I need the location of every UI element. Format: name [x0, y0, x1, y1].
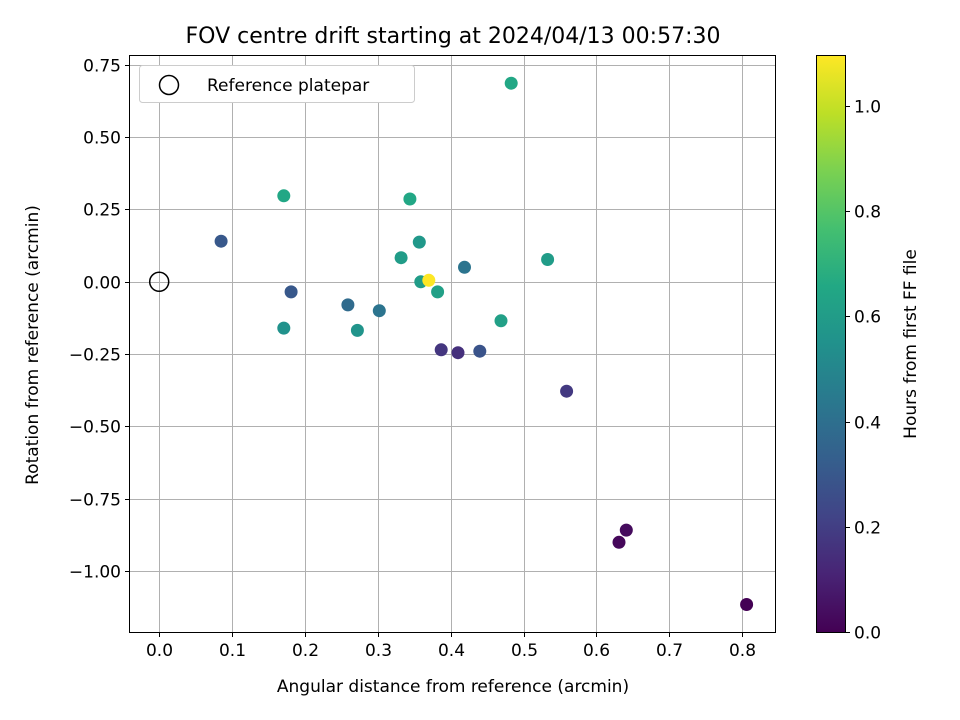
y-axis-label: Rotation from reference (arcmin)	[23, 205, 43, 485]
colorbar-tick-label: 0.0	[854, 624, 881, 644]
data-points	[148, 76, 754, 611]
chart-title: FOV centre drift starting at 2024/04/13 …	[186, 24, 721, 49]
data-point	[451, 346, 465, 360]
colorbar-tick-label: 0.4	[854, 414, 881, 434]
colorbar-label: Hours from first FF file	[901, 249, 921, 439]
colorbar-tick-label: 0.2	[854, 519, 881, 539]
x-tick-label: 0.6	[583, 641, 610, 661]
x-tick-label: 0.8	[729, 641, 756, 661]
y-tick-label: 0.25	[83, 201, 121, 221]
data-point	[403, 192, 417, 206]
data-point	[541, 253, 555, 266]
x-tick-label: 0.7	[656, 641, 683, 661]
data-point	[619, 523, 633, 537]
data-point	[394, 251, 408, 265]
plot-frame	[129, 55, 776, 633]
data-point	[412, 235, 426, 249]
data-point	[473, 344, 487, 358]
data-point	[612, 535, 626, 549]
data-point	[372, 304, 386, 318]
colorbar-ticks: 0.0 0.2 0.4 0.6 0.8 1.0	[845, 98, 881, 644]
colorbar-tick-label: 1.0	[854, 98, 881, 118]
data-point	[214, 234, 228, 248]
data-point	[560, 384, 574, 398]
y-tick-label: 0.75	[83, 57, 121, 77]
y-tick-label: −1.00	[69, 563, 121, 583]
x-tick-label: 0.3	[365, 641, 392, 661]
data-point	[341, 298, 355, 312]
data-point	[422, 273, 436, 287]
data-point	[434, 343, 448, 357]
x-tick-label: 0.2	[292, 641, 319, 661]
x-tick-label: 0.1	[219, 641, 246, 661]
y-tick-label: −0.25	[69, 346, 121, 366]
data-point	[504, 76, 518, 90]
data-point	[431, 285, 445, 299]
x-tick-label: 0.4	[438, 641, 465, 661]
x-tick-label: 0.0	[146, 641, 173, 661]
colorbar: 0.0 0.2 0.4 0.6 0.8 1.0 Hours from first FF f…	[816, 55, 921, 644]
colorbar-frame	[816, 55, 846, 633]
colorbar-tick-label: 0.8	[854, 203, 881, 223]
x-tick-label: 0.5	[511, 641, 538, 661]
y-tick-label: 0.00	[83, 274, 121, 294]
y-tick-label: −0.50	[69, 418, 121, 438]
y-axis: 0.75 0.50 0.25 0.00 −0.25 −0.50 −0.75 −1.00	[69, 57, 130, 583]
legend-marker-icon	[158, 74, 180, 96]
grid	[130, 56, 775, 632]
data-point	[494, 314, 508, 328]
x-axis-label: Angular distance from reference (arcmin)	[277, 677, 629, 697]
y-tick-label: 0.50	[83, 129, 121, 149]
colorbar-tick-label: 0.6	[854, 308, 881, 328]
legend-box	[139, 65, 415, 103]
x-axis: 0.0 0.1 0.2 0.3 0.4 0.5 0.6 0.7 0.8	[146, 632, 756, 661]
data-point	[284, 285, 298, 299]
data-point	[277, 321, 291, 335]
legend-label: Reference platepar	[207, 76, 369, 96]
data-point	[740, 598, 754, 611]
data-point	[458, 260, 471, 274]
y-tick-label: −0.75	[69, 491, 121, 511]
data-point	[350, 323, 364, 337]
reference-platepar-marker	[148, 271, 170, 293]
data-point	[277, 189, 291, 203]
colorbar-gradient	[817, 56, 845, 632]
legend: Reference platepar	[139, 65, 415, 103]
